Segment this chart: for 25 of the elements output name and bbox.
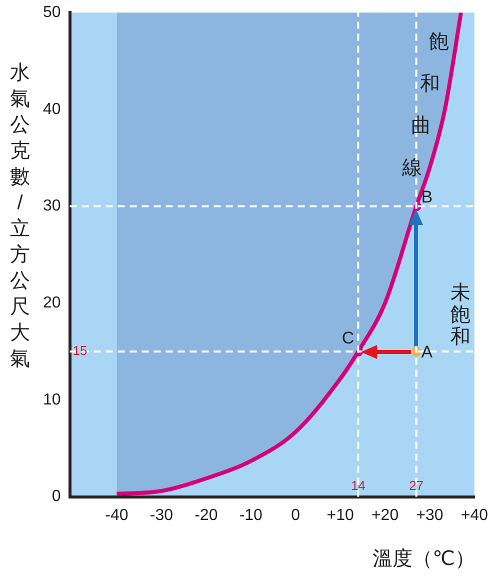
y-tick-label: 20: [43, 294, 61, 312]
x-tick-label: -30: [150, 506, 174, 524]
y-tick-label: 10: [43, 391, 61, 408]
x-tick-label: -10: [239, 506, 263, 524]
annotation: 未飽和: [450, 282, 470, 348]
x-tick-label: +10: [326, 506, 354, 524]
y-tick-label: 0: [52, 488, 61, 506]
ref-line-label: 14: [350, 478, 366, 493]
ref-line-label: 15: [72, 343, 88, 358]
data-label: B: [421, 187, 433, 206]
x-tick-label: +30: [416, 506, 444, 524]
x-tick-label: +40: [460, 506, 488, 524]
x-tick-label: 0: [291, 506, 300, 524]
y-tick-label: 40: [43, 100, 61, 118]
x-tick-label: -40: [105, 506, 128, 524]
y-tick-label: 30: [43, 198, 61, 215]
x-axis-title: 溫度（℃）: [372, 547, 475, 572]
x-tick-label: +20: [371, 506, 399, 524]
text: 水氣公克數/立方公尺大氣: [10, 62, 30, 370]
series-label: 飽和曲線: [401, 31, 450, 180]
x-tick-label: -20: [194, 506, 218, 524]
y-tick-label: 50: [43, 4, 61, 22]
data-label: A: [421, 342, 434, 362]
ref-line-label: 27: [409, 478, 424, 493]
data-label: C: [342, 328, 354, 348]
